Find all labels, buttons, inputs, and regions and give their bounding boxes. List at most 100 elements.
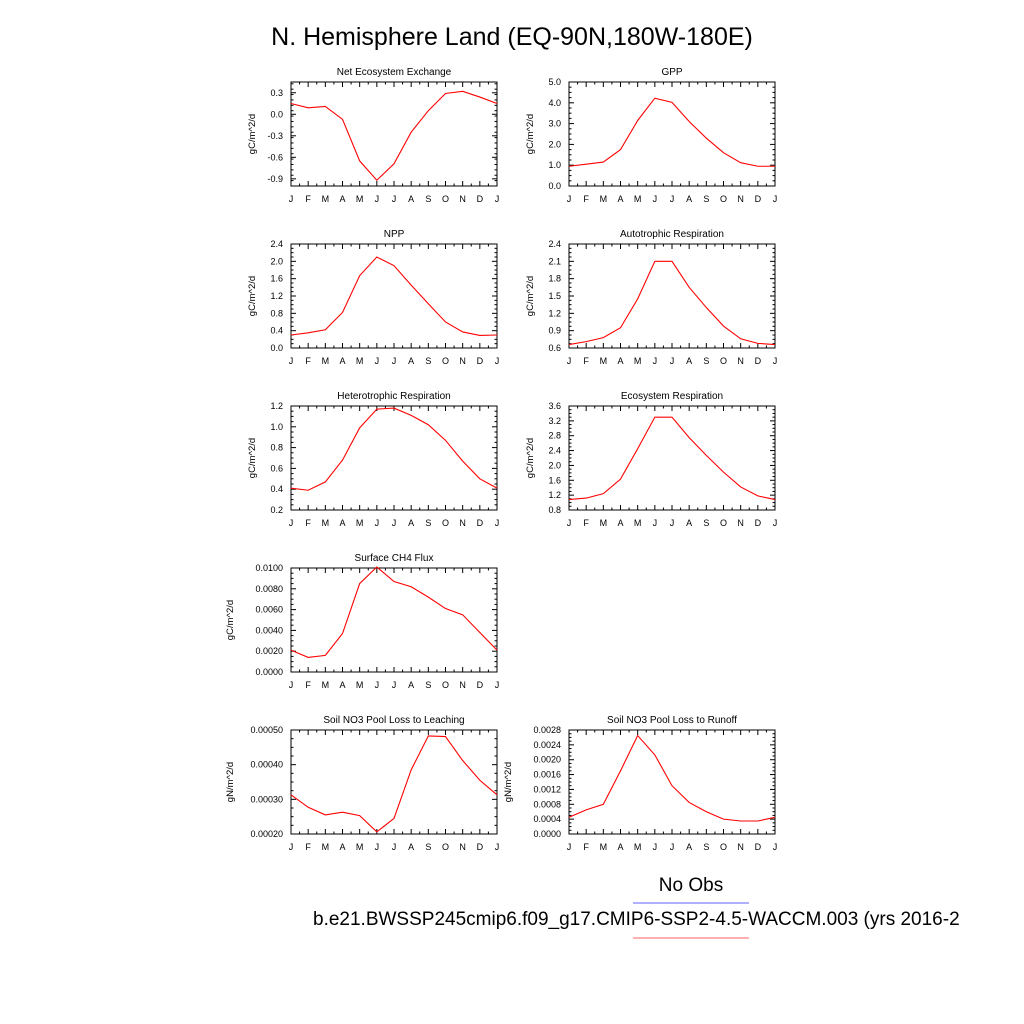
y-tick-label: 1.2 [270,291,283,301]
y-axis-label: gC/m^2/d [525,114,536,154]
x-tick-label: F [305,518,311,528]
x-tick-label: J [392,680,397,690]
x-tick-label: J [653,518,658,528]
x-tick-label: J [289,194,294,204]
x-tick-label: J [392,194,397,204]
y-tick-label: 0.0020 [255,646,283,656]
panel-title: NPP [384,229,405,240]
series-line [290,735,498,833]
x-tick-label: F [583,194,589,204]
plot-frame [568,729,776,835]
x-tick-label: O [442,356,449,366]
x-tick-label: M [322,356,330,366]
plot-frame [290,405,498,511]
y-tick-label: 0.00050 [250,725,283,735]
x-tick-label: M [356,194,364,204]
series-line [290,256,498,336]
y-tick-label: 3.0 [548,119,561,129]
y-tick-label: 0.6 [270,463,283,473]
x-tick-label: D [755,194,762,204]
x-tick-label: F [583,518,589,528]
x-tick-label: O [720,842,727,852]
chart-panel: J F M A M J J A S O N D J2.42.01.61.20.80.40.0NPPgC/… [247,229,499,366]
panel-title: Autotrophic Respiration [620,229,724,240]
y-tick-label: 0.8 [548,505,561,515]
x-tick-label: A [408,842,414,852]
x-tick-label: J [773,194,778,204]
x-tick-label: J [567,842,572,852]
x-tick-label: M [600,194,608,204]
x-tick-label: M [634,518,642,528]
x-tick-label: N [459,356,466,366]
x-tick-label: A [339,842,345,852]
plot-frame [568,243,776,349]
x-tick-label: M [356,842,364,852]
x-tick-label: F [305,680,311,690]
series-line [568,734,776,822]
y-tick-label: 0.0004 [533,814,561,824]
y-tick-label: -0.6 [267,152,283,162]
x-tick-label: N [459,518,466,528]
series-line [568,260,776,346]
y-tick-label: 1.0 [548,160,561,170]
x-tick-label: J [375,356,380,366]
x-tick-label: A [617,842,623,852]
x-tick-label: S [425,194,431,204]
x-tick-label: J [392,356,397,366]
series-line [290,90,498,182]
y-tick-label: 0.0000 [255,667,283,677]
chart-panel: J F M A M J J A S O N D J0.00280.00240.00200.00160.0… [503,715,777,852]
y-tick-label: 3.2 [548,416,561,426]
x-tick-label: D [477,356,484,366]
x-tick-label: J [392,842,397,852]
x-tick-label: J [670,194,675,204]
x-tick-label: J [567,356,572,366]
y-tick-label: 0.00040 [250,760,283,770]
x-tick-label: M [600,518,608,528]
y-tick-label: 2.0 [548,139,561,149]
x-tick-label: J [392,518,397,528]
x-tick-label: A [408,194,414,204]
x-tick-label: S [425,842,431,852]
legend-obs-label: No Obs [659,875,723,896]
x-tick-label: J [670,842,675,852]
x-tick-label: N [737,356,744,366]
x-tick-label: O [442,194,449,204]
x-tick-label: N [737,194,744,204]
x-tick-label: J [495,194,500,204]
y-axis-label: gC/m^2/d [247,114,258,154]
x-tick-label: J [495,356,500,366]
x-tick-label: O [442,518,449,528]
x-tick-label: D [755,842,762,852]
y-tick-label: 2.0 [270,256,283,266]
chart-panel: J F M A M J J A S O N D J0.000500.000400.000300.0002… [225,715,499,852]
x-tick-label: S [703,842,709,852]
panel-title: Net Ecosystem Exchange [337,67,452,78]
y-tick-label: 0.8 [270,308,283,318]
y-tick-label: 2.0 [548,460,561,470]
x-tick-label: J [653,194,658,204]
y-tick-label: 0.0008 [533,799,561,809]
y-axis-label: gC/m^2/d [525,438,536,478]
y-tick-label: 0.0040 [255,625,283,635]
x-tick-label: N [737,518,744,528]
x-tick-label: A [686,356,692,366]
x-tick-label: S [703,356,709,366]
x-tick-label: D [477,680,484,690]
x-tick-label: J [653,356,658,366]
y-tick-label: 0.6 [548,343,561,353]
x-tick-label: A [339,518,345,528]
y-tick-label: 4.0 [548,98,561,108]
y-tick-label: 1.2 [270,401,283,411]
y-tick-label: 0.2 [270,505,283,515]
y-tick-label: 0.0024 [533,740,561,750]
y-tick-label: 0.0012 [533,784,561,794]
x-tick-label: A [617,356,623,366]
y-tick-label: 0.00020 [250,829,283,839]
y-tick-label: 0.00030 [250,794,283,804]
y-axis-label: gN/m^2/d [503,762,514,802]
panel-title: Heterotrophic Respiration [337,391,450,402]
x-tick-label: M [634,194,642,204]
y-tick-label: 5.0 [548,77,561,87]
y-tick-label: 2.4 [270,239,283,249]
